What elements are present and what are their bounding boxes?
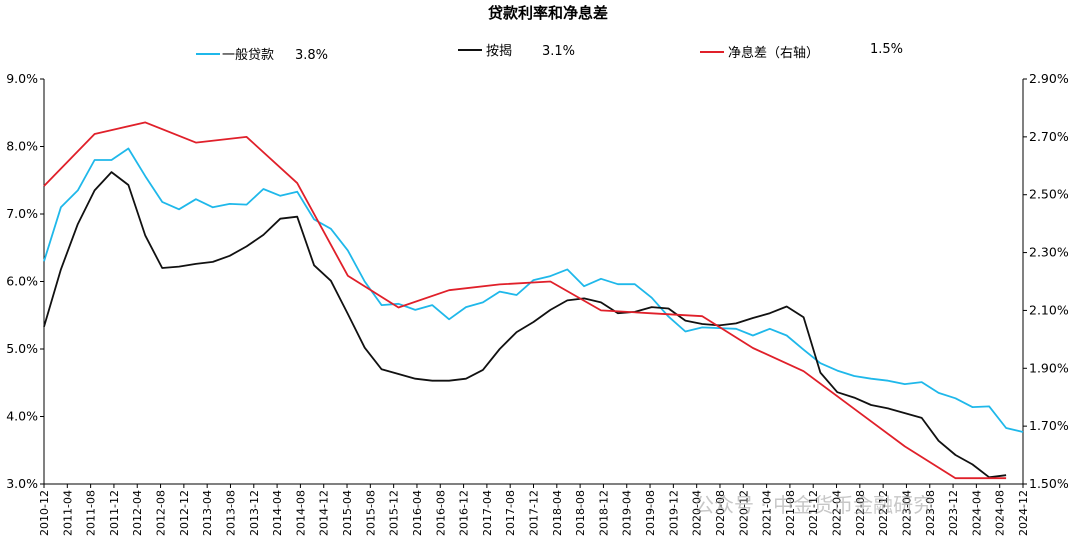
right-axis-tick-label: 2.30% [1029, 245, 1069, 260]
x-axis-tick-label: 2023-08 [924, 490, 937, 536]
x-axis-tick-label: 2011-04 [61, 490, 74, 536]
x-axis-tick-label: 2023-04 [900, 490, 913, 536]
right-axis-tick-label: 2.10% [1029, 302, 1069, 317]
x-axis-tick-label: 2018-08 [574, 490, 587, 536]
x-axis-tick-label: 2012-08 [155, 490, 168, 536]
right-axis-tick-label: 1.50% [1029, 476, 1069, 491]
x-axis-tick-label: 2011-12 [108, 490, 121, 536]
x-axis-tick-label: 2021-04 [761, 490, 774, 536]
chart-title: 贷款利率和净息差 [488, 4, 608, 22]
x-axis-tick-label: 2021-12 [807, 490, 820, 536]
legend-value-mortgage: 3.1% [542, 44, 575, 59]
x-axis-tick-label: 2021-08 [784, 490, 797, 536]
x-axis-tick-label: 2012-04 [131, 490, 144, 536]
x-axis-tick-label: 2013-12 [248, 490, 261, 536]
left-axis-tick-label: 4.0% [6, 409, 38, 424]
x-axis-tick-label: 2020-12 [737, 490, 750, 536]
x-axis-tick-label: 2013-08 [224, 490, 237, 536]
x-axis-tick-label: 2023-12 [947, 490, 960, 536]
x-axis-tick-label: 2022-12 [877, 490, 890, 536]
series-line-general-loan [43, 147, 1024, 433]
x-axis-tick-label: 2014-08 [294, 490, 307, 536]
x-axis-tick-label: 2024-08 [994, 490, 1007, 536]
x-axis-tick-label: 2019-12 [667, 490, 680, 536]
left-axis-tick-label: 9.0% [6, 71, 38, 86]
legend-item-mortgage: 按揭 3.1% [458, 44, 575, 59]
x-axis-tick-label: 2022-08 [854, 490, 867, 536]
x-axis-tick-label: 2012-12 [178, 490, 191, 536]
legend-value-nim: 1.5% [870, 42, 903, 57]
legend-label-general-loan: 一般贷款 [222, 47, 274, 63]
legend-label-nim: 净息差（右轴） [728, 45, 819, 61]
legend-label-mortgage: 按揭 [486, 44, 512, 59]
x-axis-tick-label: 2024-12 [1017, 490, 1030, 536]
x-axis-tick-label: 2017-04 [481, 490, 494, 536]
x-axis-tick-label: 2022-04 [831, 490, 844, 536]
x-axis-tick-label: 2019-08 [644, 490, 657, 536]
left-axis-tick-label: 3.0% [6, 476, 38, 491]
x-axis-tick-label: 2016-04 [411, 490, 424, 536]
axes: 3.0% 4.0% 5.0% 6.0% 7.0% 8.0% 9.0% 1.50% 1.70% 1.… [6, 71, 1069, 536]
x-axis-tick-label: 2019-04 [621, 490, 634, 536]
x-axis-tick-label: 2017-12 [528, 490, 541, 536]
series-line-mortgage [43, 171, 1007, 479]
x-axis-tick-label: 2014-04 [271, 490, 284, 536]
x-axis-tick-label: 2017-08 [504, 490, 517, 536]
right-axis-tick-label: 1.70% [1029, 418, 1069, 433]
x-axis-tick-label: 2010-12 [38, 490, 51, 536]
x-axis-tick-label: 2015-04 [341, 490, 354, 536]
x-axis-tick-label: 2015-08 [364, 490, 377, 536]
left-axis-tick-label: 6.0% [6, 274, 38, 289]
legend: 一般贷款 3.8% 按揭 3.1% 净息差（右轴） 1.5% [196, 42, 903, 63]
legend-value-general-loan: 3.8% [295, 48, 328, 63]
x-axis-tick-label: 2011-08 [85, 490, 98, 536]
legend-item-nim: 净息差（右轴） 1.5% [700, 42, 903, 61]
x-axis-tick-label: 2013-04 [201, 490, 214, 536]
left-axis-tick-label: 8.0% [6, 139, 38, 154]
left-axis-tick-label: 7.0% [6, 206, 38, 221]
x-axis-tick-label: 2024-04 [970, 490, 983, 536]
x-axis-tick-label: 2016-12 [458, 490, 471, 536]
watermark: 公众号 · 中金货币金融研究 [694, 493, 933, 517]
x-axis-tick-label: 2014-12 [318, 490, 331, 536]
x-axis-tick-label: 2015-12 [388, 490, 401, 536]
x-axis-tick-label: 2020-04 [691, 490, 704, 536]
x-axis-tick-label: 2018-12 [597, 490, 610, 536]
series-lines [43, 121, 1024, 480]
legend-item-general-loan: 一般贷款 3.8% [196, 47, 328, 63]
right-axis-tick-label: 2.50% [1029, 187, 1069, 202]
right-axis-tick-label: 2.90% [1029, 71, 1069, 86]
right-axis-tick-label: 1.90% [1029, 360, 1069, 375]
x-axis-tick-label: 2020-08 [714, 490, 727, 536]
series-line-nim [43, 121, 1007, 480]
right-axis-tick-label: 2.70% [1029, 129, 1069, 144]
x-axis-tick-label: 2016-08 [434, 490, 447, 536]
left-axis-tick-label: 5.0% [6, 341, 38, 356]
x-axis-tick-label: 2018-04 [551, 490, 564, 536]
